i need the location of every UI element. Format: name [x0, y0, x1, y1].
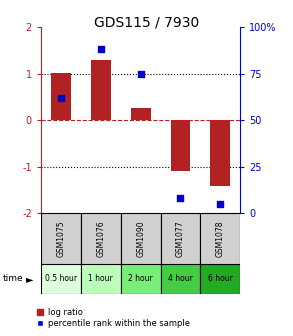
Bar	[81, 213, 121, 264]
Bar	[91, 59, 111, 120]
Point	[98, 47, 103, 52]
Point	[218, 201, 223, 207]
Text: ►: ►	[25, 274, 33, 284]
Bar	[161, 213, 200, 264]
Bar	[121, 213, 161, 264]
Bar	[81, 264, 121, 294]
Text: 0.5 hour: 0.5 hour	[45, 275, 77, 283]
Bar	[200, 213, 240, 264]
Bar	[210, 120, 230, 186]
Bar	[121, 264, 161, 294]
Bar	[41, 213, 81, 264]
Text: GDS115 / 7930: GDS115 / 7930	[94, 15, 199, 29]
Text: GSM1076: GSM1076	[96, 220, 105, 257]
Text: 4 hour: 4 hour	[168, 275, 193, 283]
Text: time: time	[3, 275, 23, 283]
Bar	[161, 264, 200, 294]
Bar	[171, 120, 190, 171]
Bar	[41, 264, 81, 294]
Text: GSM1090: GSM1090	[136, 220, 145, 257]
Text: 1 hour: 1 hour	[88, 275, 113, 283]
Point	[138, 71, 143, 76]
Point	[178, 196, 183, 201]
Bar	[200, 264, 240, 294]
Text: GSM1075: GSM1075	[57, 220, 65, 257]
Text: GSM1077: GSM1077	[176, 220, 185, 257]
Bar	[51, 73, 71, 120]
Text: 6 hour: 6 hour	[208, 275, 233, 283]
Point	[59, 95, 63, 100]
Text: 2 hour: 2 hour	[128, 275, 153, 283]
Bar	[131, 109, 151, 120]
Legend: log ratio, percentile rank within the sample: log ratio, percentile rank within the sa…	[33, 305, 193, 332]
Text: GSM1078: GSM1078	[216, 220, 225, 257]
